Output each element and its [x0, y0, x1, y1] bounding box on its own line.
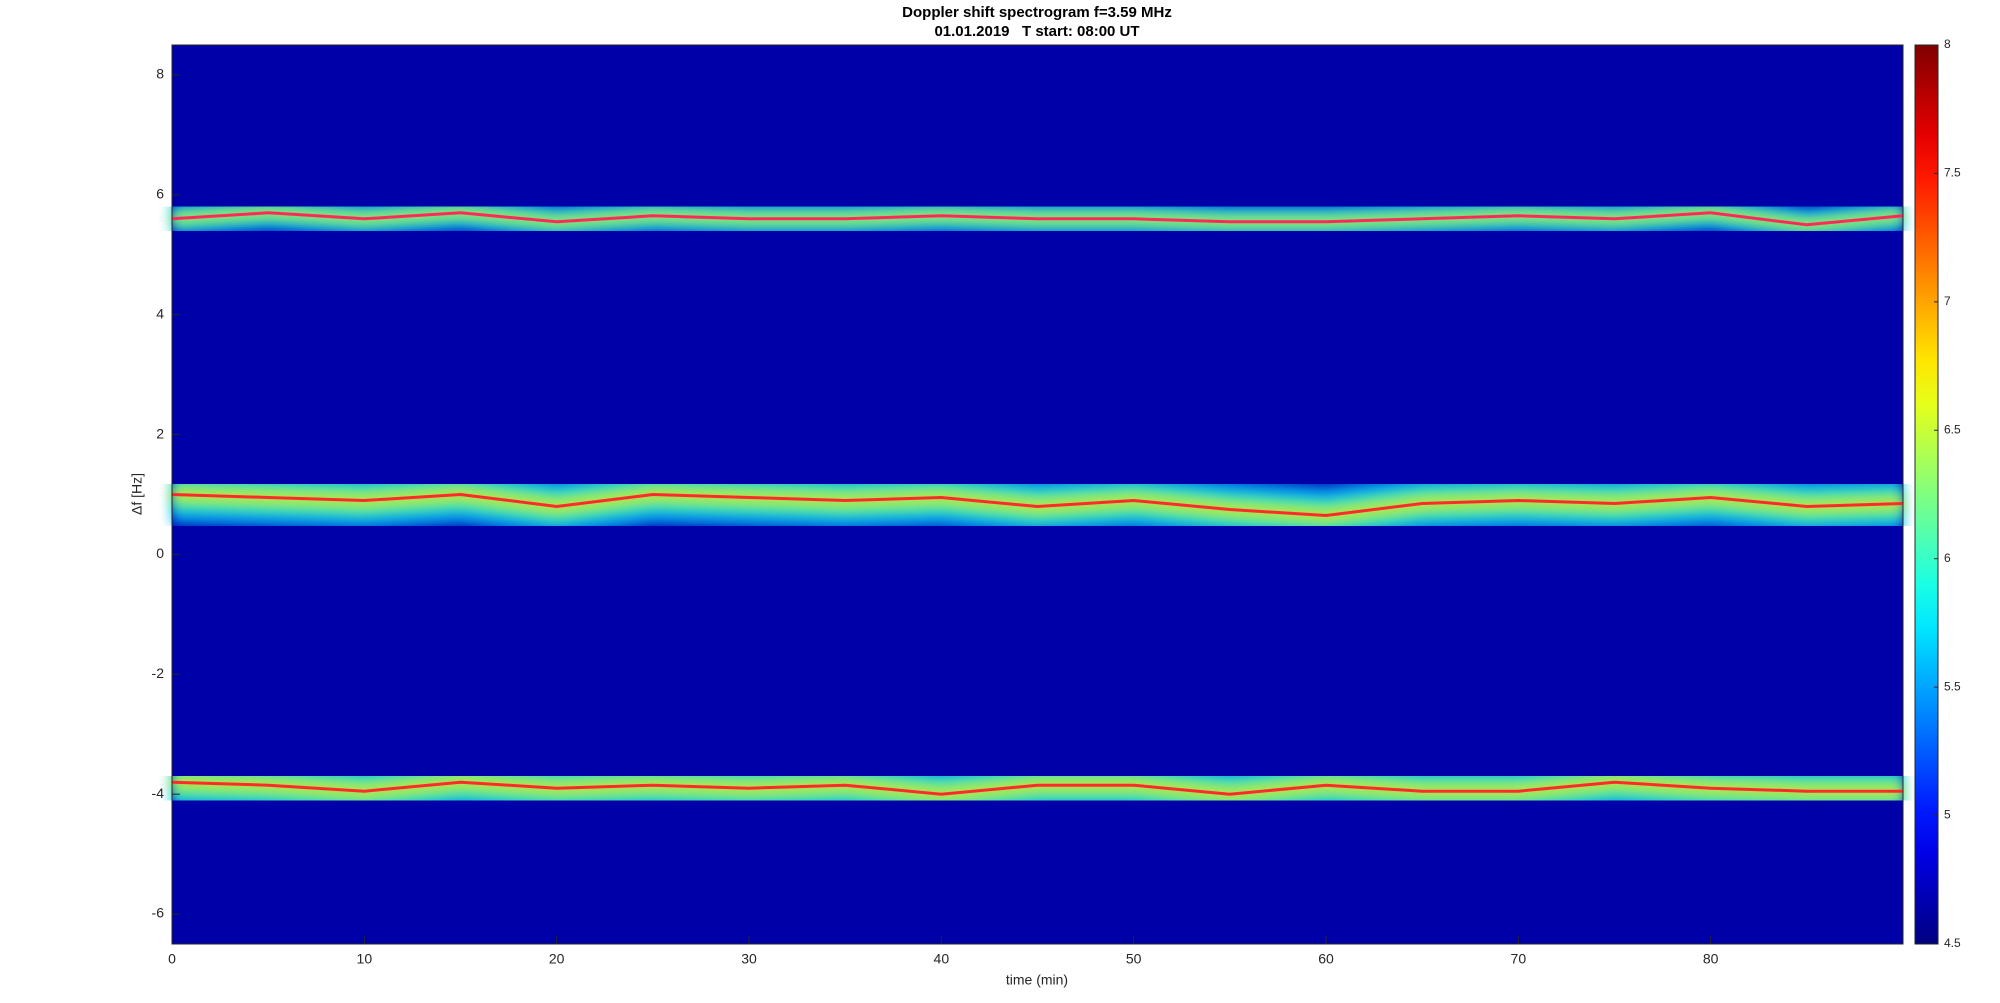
colorbar-tick-label: 5 — [1944, 808, 1951, 822]
colorbar-tick-label: 6.5 — [1944, 422, 1961, 436]
ridge-line — [171, 492, 1904, 518]
x-axis-label: time (min) — [1006, 972, 1068, 988]
colorbar-tick-label: 7.5 — [1944, 166, 1961, 180]
colorbar-tick-label: 8 — [1944, 37, 1951, 51]
ridge — [171, 464, 1904, 546]
colorbar-tick-label: 7 — [1944, 294, 1951, 308]
x-tick-label: 40 — [934, 951, 950, 967]
x-tick-label: 60 — [1318, 951, 1334, 967]
y-tick-label: 0 — [156, 545, 164, 561]
ridge-line — [171, 780, 1903, 796]
ridge — [170, 194, 1905, 243]
x-tick-label: 80 — [1703, 951, 1719, 967]
y-axis-label: Δf [Hz] — [129, 473, 145, 515]
colorbar-tick-label: 4.5 — [1944, 936, 1961, 950]
y-tick-label: -2 — [152, 665, 165, 681]
y-tick-label: -6 — [152, 905, 165, 921]
y-tick-label: -4 — [152, 785, 165, 801]
x-tick-label: 20 — [549, 951, 565, 967]
x-tick-label: 10 — [357, 951, 373, 967]
x-tick-label: 0 — [168, 951, 176, 967]
ridge-line — [171, 211, 1904, 227]
axes-box — [171, 44, 1904, 945]
y-tick-label: 8 — [156, 66, 164, 82]
chart-title: Doppler shift spectrogram f=3.59 MHz — [902, 4, 1172, 21]
x-tick-label: 50 — [1126, 951, 1142, 967]
colorbar-tick-label: 6 — [1944, 551, 1951, 565]
colorbar-tick-label: 5.5 — [1944, 679, 1961, 693]
x-tick-label: 70 — [1511, 951, 1527, 967]
colorbar — [1914, 44, 1939, 945]
ridge — [171, 752, 1903, 825]
y-tick-label: 6 — [156, 186, 164, 202]
x-tick-label: 30 — [741, 951, 757, 967]
y-tick-label: 2 — [156, 425, 164, 441]
chart-subtitle: 01.01.2019 T start: 08:00 UT — [934, 23, 1139, 40]
y-tick-label: 4 — [156, 305, 164, 321]
